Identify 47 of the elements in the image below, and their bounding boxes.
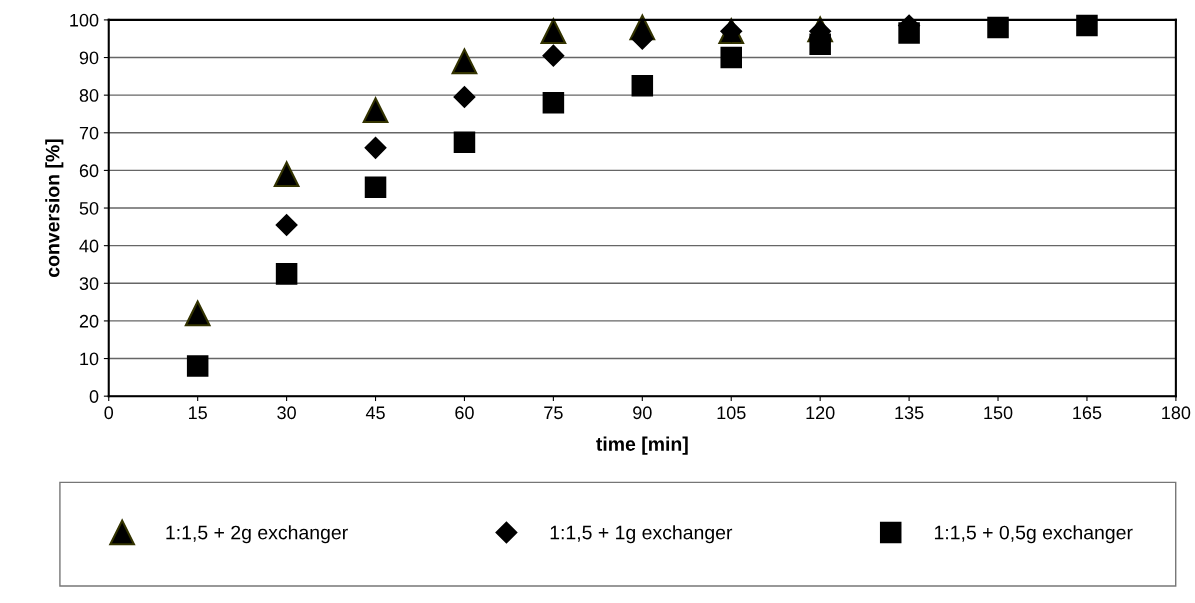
x-tick-label: 165	[1073, 406, 1102, 420]
point	[542, 44, 565, 67]
point	[540, 18, 567, 45]
x-tick-label: 180	[1162, 406, 1191, 420]
x-tick-label: 15	[189, 406, 207, 420]
y-tick-label: 70	[79, 126, 99, 140]
point	[453, 86, 476, 108]
point	[184, 300, 211, 327]
point	[542, 91, 565, 114]
y-axis-title: conversion [%]	[45, 139, 64, 277]
y-tick-label: 60	[79, 164, 99, 178]
y-tick-label: 80	[79, 89, 99, 102]
x-tick-label: 0	[104, 406, 114, 420]
legend-label: 1:1,5 + 0,5g exchanger	[934, 525, 1133, 544]
x-tick-label: 45	[365, 406, 385, 420]
x-axis-title: time [min]	[596, 436, 688, 455]
x-tick-label: 150	[984, 406, 1013, 420]
y-tick-label: 20	[79, 314, 99, 328]
y-tick-label: 40	[79, 239, 99, 253]
point	[364, 176, 387, 199]
x-tick-label: 75	[544, 406, 563, 420]
point	[275, 263, 298, 285]
legend-label: 1:1,5 + 2g exchanger	[166, 525, 348, 544]
x-tick-label: 90	[633, 406, 652, 420]
legend-label: 1:1,5 + 1g exchanger	[550, 525, 733, 544]
point	[1076, 14, 1098, 37]
y-tick-label: 50	[79, 201, 99, 215]
point	[987, 16, 1009, 39]
x-tick-label: 60	[455, 406, 474, 420]
point	[362, 97, 389, 124]
point	[453, 131, 476, 153]
point	[273, 161, 300, 188]
y-tick-label: 90	[79, 51, 99, 65]
point	[631, 74, 654, 97]
point	[186, 355, 209, 377]
point	[275, 214, 298, 236]
point	[451, 48, 478, 75]
y-tick-label: 10	[80, 352, 99, 366]
point	[720, 46, 742, 69]
x-tick-label: 30	[277, 406, 296, 420]
y-tick-label: 100	[70, 13, 99, 27]
x-tick-label: 105	[717, 406, 746, 420]
x-tick-label: 135	[895, 406, 924, 420]
x-tick-label: 120	[806, 406, 835, 420]
point	[364, 136, 387, 159]
y-tick-label: 0	[89, 390, 99, 403]
y-tick-label: 30	[79, 277, 99, 291]
